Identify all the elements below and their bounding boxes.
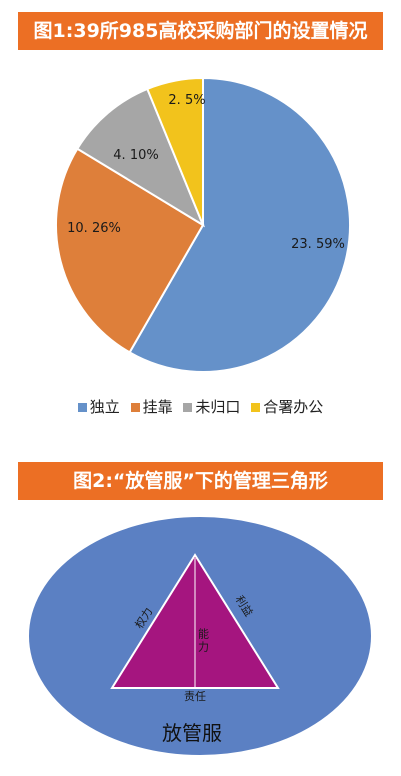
pie-chart: 23. 59% 10. 26% 4. 10% 2. 5%	[55, 76, 352, 373]
legend-item-2: 未归口	[183, 396, 240, 417]
legend-item-3: 合署办公	[251, 396, 323, 417]
pie-legend: 独立 挂靠 未归口 合署办公	[0, 396, 401, 417]
legend-swatch-1	[130, 403, 140, 412]
legend-item-0: 独立	[77, 396, 120, 417]
legend-item-1: 挂靠	[130, 396, 173, 417]
ellipse-label: 放管服	[162, 721, 222, 745]
center-label: 能力	[197, 627, 210, 654]
legend-label-1: 挂靠	[142, 398, 173, 416]
legend-swatch-0	[77, 403, 87, 412]
legend-label-3: 合署办公	[263, 398, 324, 416]
pie-data-label-0: 23. 59%	[291, 237, 345, 252]
pie-slice-3	[146, 76, 204, 226]
legend-swatch-3	[251, 403, 261, 412]
pie-data-label-1: 10. 26%	[67, 221, 121, 236]
pie-slice-2	[75, 87, 206, 228]
figure1-title: 图1:39所985高校采购部门的设置情况	[18, 12, 383, 50]
pie-data-label-2: 4. 10%	[113, 148, 158, 163]
management-triangle-diagram: 权力 利益 能力 责任 放管服	[27, 515, 373, 757]
legend-swatch-2	[183, 403, 193, 412]
pie-data-label-3: 2. 5%	[168, 93, 205, 108]
pie-slice-1	[55, 147, 205, 354]
legend-label-2: 未归口	[195, 398, 241, 416]
legend-label-0: 独立	[89, 398, 120, 416]
bottom-label: 责任	[184, 690, 206, 703]
pie-slice-0	[128, 76, 352, 373]
figure2-title: 图2:“放管服”下的管理三角形	[18, 462, 383, 500]
